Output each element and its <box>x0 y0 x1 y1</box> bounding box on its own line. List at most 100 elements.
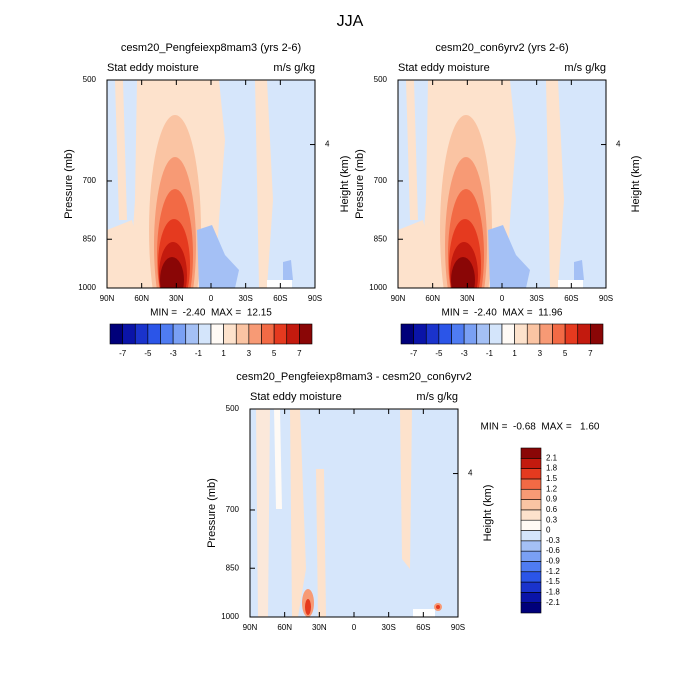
colorbar-label: -1.5 <box>546 577 560 586</box>
colorbar-box <box>400 323 414 345</box>
y-tick-label: 1000 <box>78 283 96 292</box>
colorbar-label: -0.9 <box>546 557 560 566</box>
colorbar-label: 5 <box>272 349 277 358</box>
x-tick-label: 30S <box>239 294 253 303</box>
y-tick-label: 850 <box>226 563 240 572</box>
colorbar-label: -0.6 <box>546 546 560 555</box>
colorbar-box <box>223 323 237 345</box>
y2-axis-label: Height (km) <box>482 485 494 542</box>
colorbar-label: 1 <box>512 349 517 358</box>
colorbar-box <box>520 478 542 490</box>
y-tick-label: 1000 <box>221 612 239 621</box>
colorbar-box <box>185 323 199 345</box>
panel-title: cesm20_Pengfeiexp8mam3 - cesm20_con6yrv2 <box>236 371 471 383</box>
colorbar-label: 0 <box>546 526 551 535</box>
left-string: Stat eddy moisture <box>107 62 199 74</box>
colorbar-box <box>520 519 542 531</box>
colorbar-box <box>198 323 212 345</box>
colorbar-label: -5 <box>144 349 152 358</box>
colorbar-box <box>413 323 427 345</box>
colorbar-label: 1.2 <box>546 484 558 493</box>
y-axis-label: Pressure (mb) <box>354 149 366 219</box>
right-string: m/s g/kg <box>416 391 458 403</box>
colorbar-box <box>451 323 465 345</box>
colorbar-box <box>520 561 542 573</box>
colorbar-label: 3 <box>538 349 543 358</box>
colorbar-box <box>109 323 123 345</box>
colorbar-box <box>564 323 579 345</box>
x-tick-label: 90S <box>308 294 322 303</box>
y-tick-label: 700 <box>83 176 97 185</box>
colorbar-box <box>520 550 542 562</box>
colorbar-box <box>590 323 604 345</box>
colorbar-label: 0.3 <box>546 515 558 524</box>
colorbar-box <box>526 323 541 345</box>
x-tick-label: 0 <box>352 623 357 632</box>
x-tick-label: 60N <box>277 623 292 632</box>
y-tick-label: 700 <box>226 505 240 514</box>
x-tick-label: 30S <box>382 623 396 632</box>
colorbar-label: 0.6 <box>546 505 558 514</box>
x-tick-label: 60S <box>416 623 430 632</box>
colorbar-box <box>501 323 515 345</box>
colorbar-box <box>299 323 313 345</box>
x-tick-label: 0 <box>209 294 214 303</box>
colorbar-label: -1 <box>486 349 494 358</box>
colorbar-label: 7 <box>588 349 593 358</box>
colorbar-label: -1.8 <box>546 587 560 596</box>
x-tick-label: 30N <box>460 294 475 303</box>
colorbar-box <box>520 488 542 500</box>
colorbar-label: 3 <box>247 349 252 358</box>
colorbar-box <box>577 323 591 345</box>
panel-title: cesm20_Pengfeiexp8mam3 (yrs 2-6) <box>121 42 301 54</box>
x-tick-label: 0 <box>500 294 505 303</box>
colorbar-label: -7 <box>410 349 418 358</box>
colorbar-box <box>235 323 250 345</box>
x-tick-label: 30S <box>530 294 544 303</box>
colorbar-box <box>425 323 440 345</box>
right-string: m/s g/kg <box>273 62 315 74</box>
colorbar-box <box>520 540 542 552</box>
x-tick-label: 60S <box>564 294 578 303</box>
colorbar-box <box>248 323 262 345</box>
colorbar-label: -1.2 <box>546 567 560 576</box>
colorbar-label: 1.5 <box>546 474 558 483</box>
colorbar-label: -5 <box>435 349 443 358</box>
stats: MIN = -0.68 MAX = 1.60 <box>481 422 600 433</box>
contour-field <box>250 409 458 617</box>
colorbar-box <box>520 509 542 521</box>
y2-tick-label: 4 <box>616 140 621 149</box>
colorbar-label: -0.3 <box>546 536 560 545</box>
colorbar-box <box>438 323 452 345</box>
colorbar-label: 0.9 <box>546 495 558 504</box>
colorbar-label: 5 <box>563 349 568 358</box>
y-tick-label: 700 <box>374 176 388 185</box>
x-tick-label: 90N <box>243 623 258 632</box>
x-tick-label: 30N <box>312 623 327 632</box>
y-tick-label: 500 <box>83 75 97 84</box>
panel-title: cesm20_con6yrv2 (yrs 2-6) <box>435 42 568 54</box>
colorbar-box <box>520 468 542 480</box>
y-axis-label: Pressure (mb) <box>63 149 75 219</box>
figure-title: JJA <box>337 13 364 30</box>
contour-field <box>398 80 606 345</box>
colorbar-box <box>210 323 224 345</box>
stats: MIN = -2.40 MAX = 12.15 <box>150 308 272 319</box>
colorbar-box <box>520 499 542 511</box>
y2-axis-label: Height (km) <box>339 156 351 213</box>
colorbar-box <box>463 323 478 345</box>
colorbar-label: -3 <box>170 349 178 358</box>
colorbar-box <box>147 323 161 345</box>
colorbar-label: -3 <box>461 349 469 358</box>
colorbar-box <box>520 592 542 603</box>
colorbar-box <box>122 323 136 345</box>
left-string: Stat eddy moisture <box>398 62 490 74</box>
left-string: Stat eddy moisture <box>250 391 342 403</box>
y-tick-label: 500 <box>226 404 240 413</box>
colorbar-box <box>552 323 566 345</box>
x-tick-label: 90N <box>391 294 406 303</box>
colorbar-box <box>172 323 187 345</box>
y-axis-label: Pressure (mb) <box>206 478 218 548</box>
colorbar-box <box>520 602 542 614</box>
colorbar-box <box>539 323 553 345</box>
